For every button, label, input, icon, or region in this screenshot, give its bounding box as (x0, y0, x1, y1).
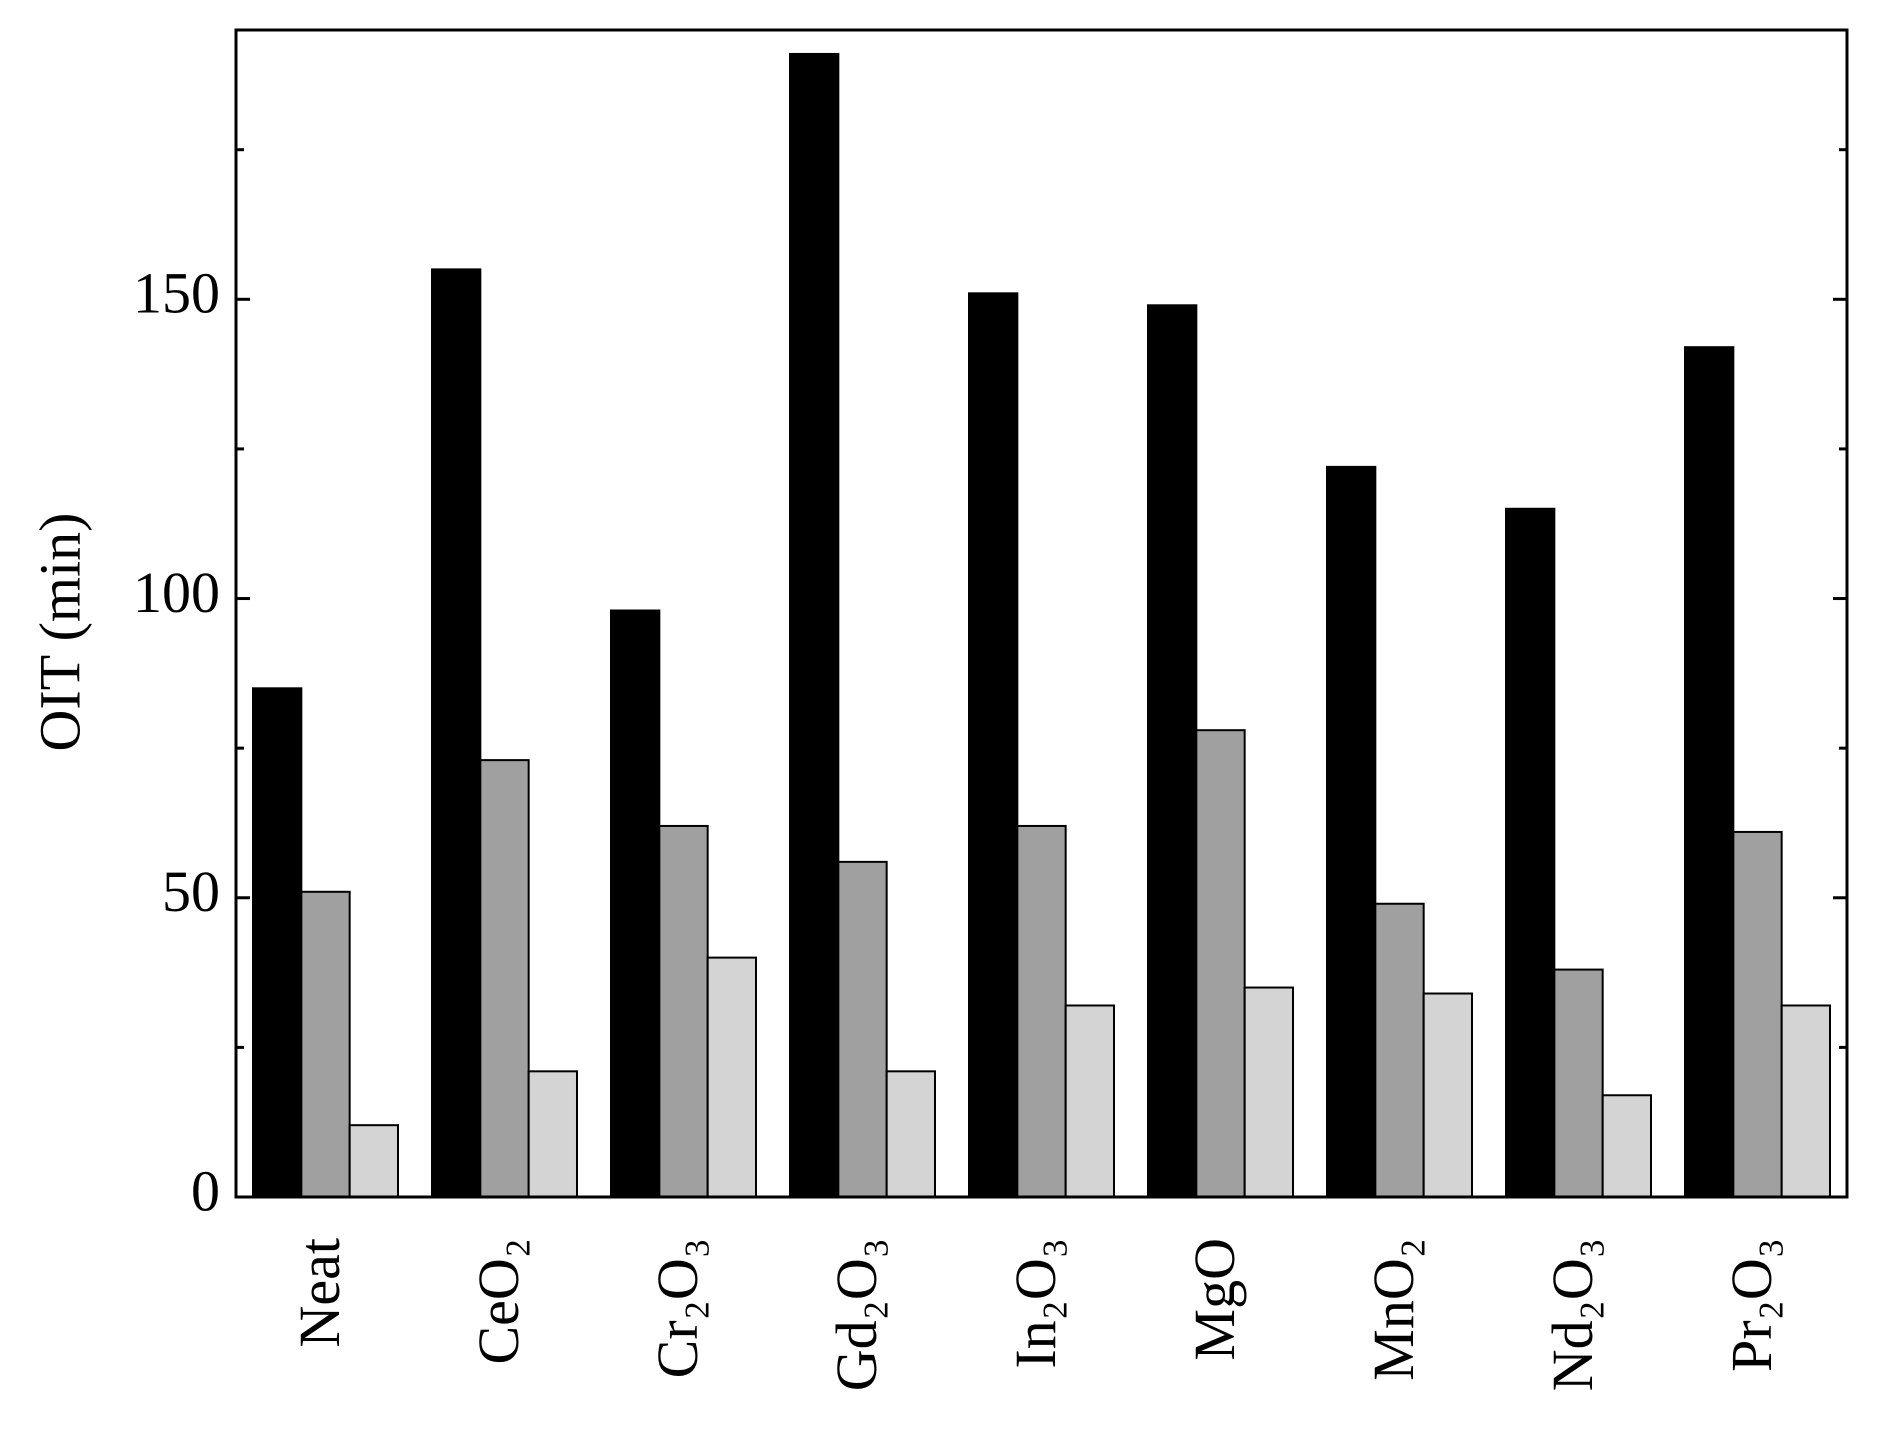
bar (789, 52, 840, 1198)
bar (527, 1070, 578, 1199)
bar (1064, 1004, 1115, 1198)
bar (431, 268, 482, 1198)
bar (837, 860, 888, 1198)
y-tick-label: 50 (162, 859, 220, 924)
x-tick-label: Neat (287, 1238, 352, 1348)
bar (1422, 992, 1473, 1198)
x-tick-label: MnO₂ (1361, 1238, 1426, 1381)
x-tick-label: Pr₂O₃ (1719, 1238, 1784, 1372)
plot-frame (234, 28, 1849, 1199)
bar (252, 687, 303, 1198)
bar (1780, 1004, 1831, 1198)
bar (1684, 346, 1735, 1198)
bar (1243, 986, 1294, 1198)
y-tick-label: 0 (191, 1158, 220, 1223)
x-tick-label: Gd₂O₃ (824, 1238, 889, 1391)
bar (1553, 968, 1604, 1198)
bar (706, 956, 757, 1198)
bar (968, 292, 1019, 1199)
bar (1505, 507, 1556, 1198)
bar (300, 890, 351, 1198)
bar (610, 609, 661, 1198)
bar (1195, 729, 1246, 1198)
bar (1326, 465, 1377, 1198)
bar (348, 1124, 399, 1198)
bar (885, 1070, 936, 1199)
bar (1374, 902, 1425, 1198)
x-tick-label: CeO₂ (466, 1238, 531, 1365)
y-tick-label: 150 (133, 261, 220, 326)
x-tick-label: Cr₂O₃ (645, 1238, 710, 1378)
bar (658, 824, 709, 1198)
y-axis-label: OIT (min) (27, 513, 92, 752)
bar (479, 759, 530, 1198)
bar (1601, 1094, 1652, 1199)
bar (1016, 824, 1067, 1198)
x-tick-label: In₂O₃ (1003, 1238, 1068, 1369)
x-tick-label: MgO (1182, 1238, 1247, 1360)
bar (1732, 830, 1783, 1198)
x-tick-label: Nd₂O₃ (1540, 1238, 1605, 1391)
y-tick-label: 100 (133, 560, 220, 625)
bar (1147, 304, 1198, 1198)
